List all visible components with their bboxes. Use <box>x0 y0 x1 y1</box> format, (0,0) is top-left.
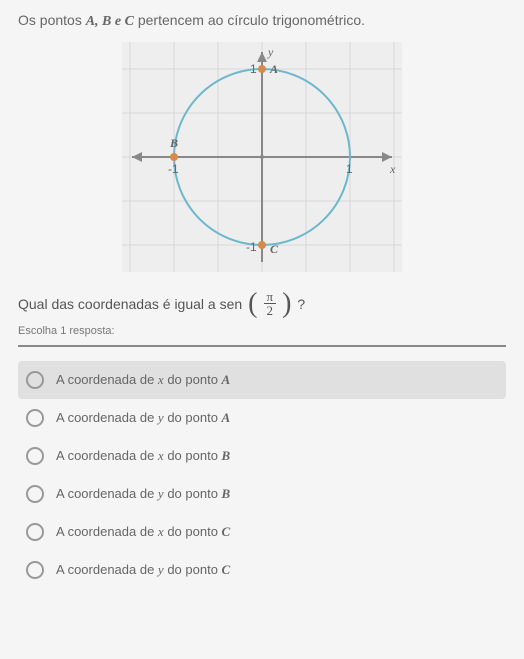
svg-text:-1: -1 <box>168 162 179 176</box>
option-label: A coordenada de y do ponto C <box>56 562 230 578</box>
answer-option[interactable]: A coordenada de x do ponto C <box>18 513 506 551</box>
header-suffix: pertencem ao círculo trigonométrico. <box>138 12 365 28</box>
svg-text:B: B <box>169 136 178 150</box>
option-label: A coordenada de x do ponto C <box>56 524 230 540</box>
svg-text:A: A <box>269 62 278 76</box>
svg-text:-1: -1 <box>246 240 257 254</box>
header-points: A, B e C <box>86 14 134 29</box>
instruction: Escolha 1 resposta: <box>18 325 506 337</box>
svg-text:C: C <box>270 242 279 256</box>
option-label: A coordenada de y do ponto B <box>56 486 230 502</box>
fraction: π 2 <box>264 290 277 317</box>
option-label: A coordenada de x do ponto B <box>56 448 230 464</box>
answer-option[interactable]: A coordenada de x do ponto A <box>18 361 506 399</box>
svg-text:1: 1 <box>346 162 353 176</box>
option-label: A coordenada de y do ponto A <box>56 410 230 426</box>
header-prefix: Os pontos <box>18 12 86 28</box>
answer-option[interactable]: A coordenada de y do ponto C <box>18 551 506 589</box>
answer-option[interactable]: A coordenada de x do ponto B <box>18 437 506 475</box>
option-label: A coordenada de x do ponto A <box>56 372 230 388</box>
options-container: A coordenada de x do ponto A A coordenada… <box>18 361 506 589</box>
radio-icon <box>26 409 44 427</box>
answer-option[interactable]: A coordenada de y do ponto B <box>18 475 506 513</box>
unit-circle-figure: yx1AB-11-1C <box>18 42 506 272</box>
svg-text:1: 1 <box>250 62 257 76</box>
question-label: Qual das coordenadas é igual a sen <box>18 296 242 312</box>
frac-den: 2 <box>264 304 277 317</box>
problem-statement: Os pontos A, B e C pertencem ao círculo … <box>18 12 506 30</box>
frac-num: π <box>264 290 277 304</box>
divider <box>18 345 506 347</box>
question-text: Qual das coordenadas é igual a sen ( π 2… <box>18 290 506 317</box>
radio-icon <box>26 561 44 579</box>
unit-circle-svg: yx1AB-11-1C <box>122 42 402 272</box>
radio-icon <box>26 371 44 389</box>
radio-icon <box>26 485 44 503</box>
question-after: ? <box>297 296 305 312</box>
radio-icon <box>26 523 44 541</box>
radio-icon <box>26 447 44 465</box>
svg-text:y: y <box>267 45 274 59</box>
answer-option[interactable]: A coordenada de y do ponto A <box>18 399 506 437</box>
svg-text:x: x <box>389 162 396 176</box>
